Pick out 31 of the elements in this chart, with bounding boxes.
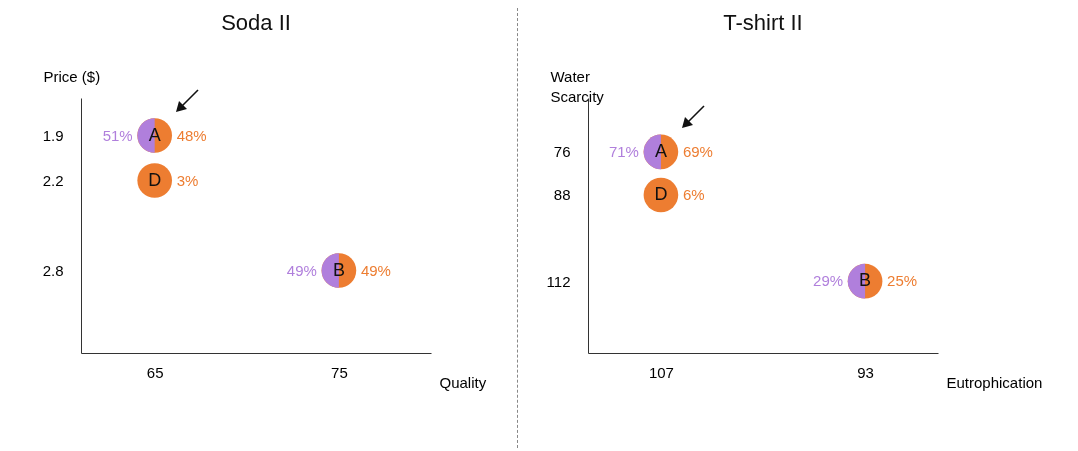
annotation: 49%: [360, 261, 391, 279]
y-tick-label: 1.9: [42, 127, 64, 144]
x-axis-title: Quality: [439, 373, 487, 391]
chart-title: T-shirt II: [723, 10, 803, 35]
annotation: 6%: [682, 185, 705, 203]
x-axis-title: Eutrophication: [946, 373, 1043, 391]
annotation: 69%: [682, 142, 713, 160]
annotation: 49%: [286, 261, 317, 279]
annotation: 51%: [102, 126, 133, 144]
x-tick-label: 107: [648, 363, 674, 381]
annotation: D: [654, 183, 668, 204]
annotation: D: [148, 169, 162, 190]
y-tick-label: 112: [546, 272, 571, 290]
annotation: 29%: [813, 272, 844, 290]
annotation: 71%: [608, 142, 639, 160]
y-tick-label: 88: [553, 186, 571, 204]
y-tick-label: 2.8: [42, 262, 64, 279]
y-tick-label: 76: [553, 143, 571, 161]
x-tick-label: 65: [146, 363, 164, 381]
annotation: 3%: [176, 171, 199, 189]
annotation: 48%: [176, 126, 207, 144]
y-axis-title: Water Scarcity: [550, 67, 605, 105]
chart-title: Soda II: [221, 10, 291, 35]
annotation: 25%: [887, 272, 918, 290]
annotation: B: [332, 259, 345, 280]
annotation: A: [654, 140, 667, 161]
x-tick-label: 75: [331, 363, 348, 381]
y-tick-label: 2.2: [42, 172, 64, 189]
y-axis-title: Price ($): [43, 67, 101, 85]
annotation: B: [859, 270, 872, 291]
x-tick-label: 93: [857, 363, 874, 381]
